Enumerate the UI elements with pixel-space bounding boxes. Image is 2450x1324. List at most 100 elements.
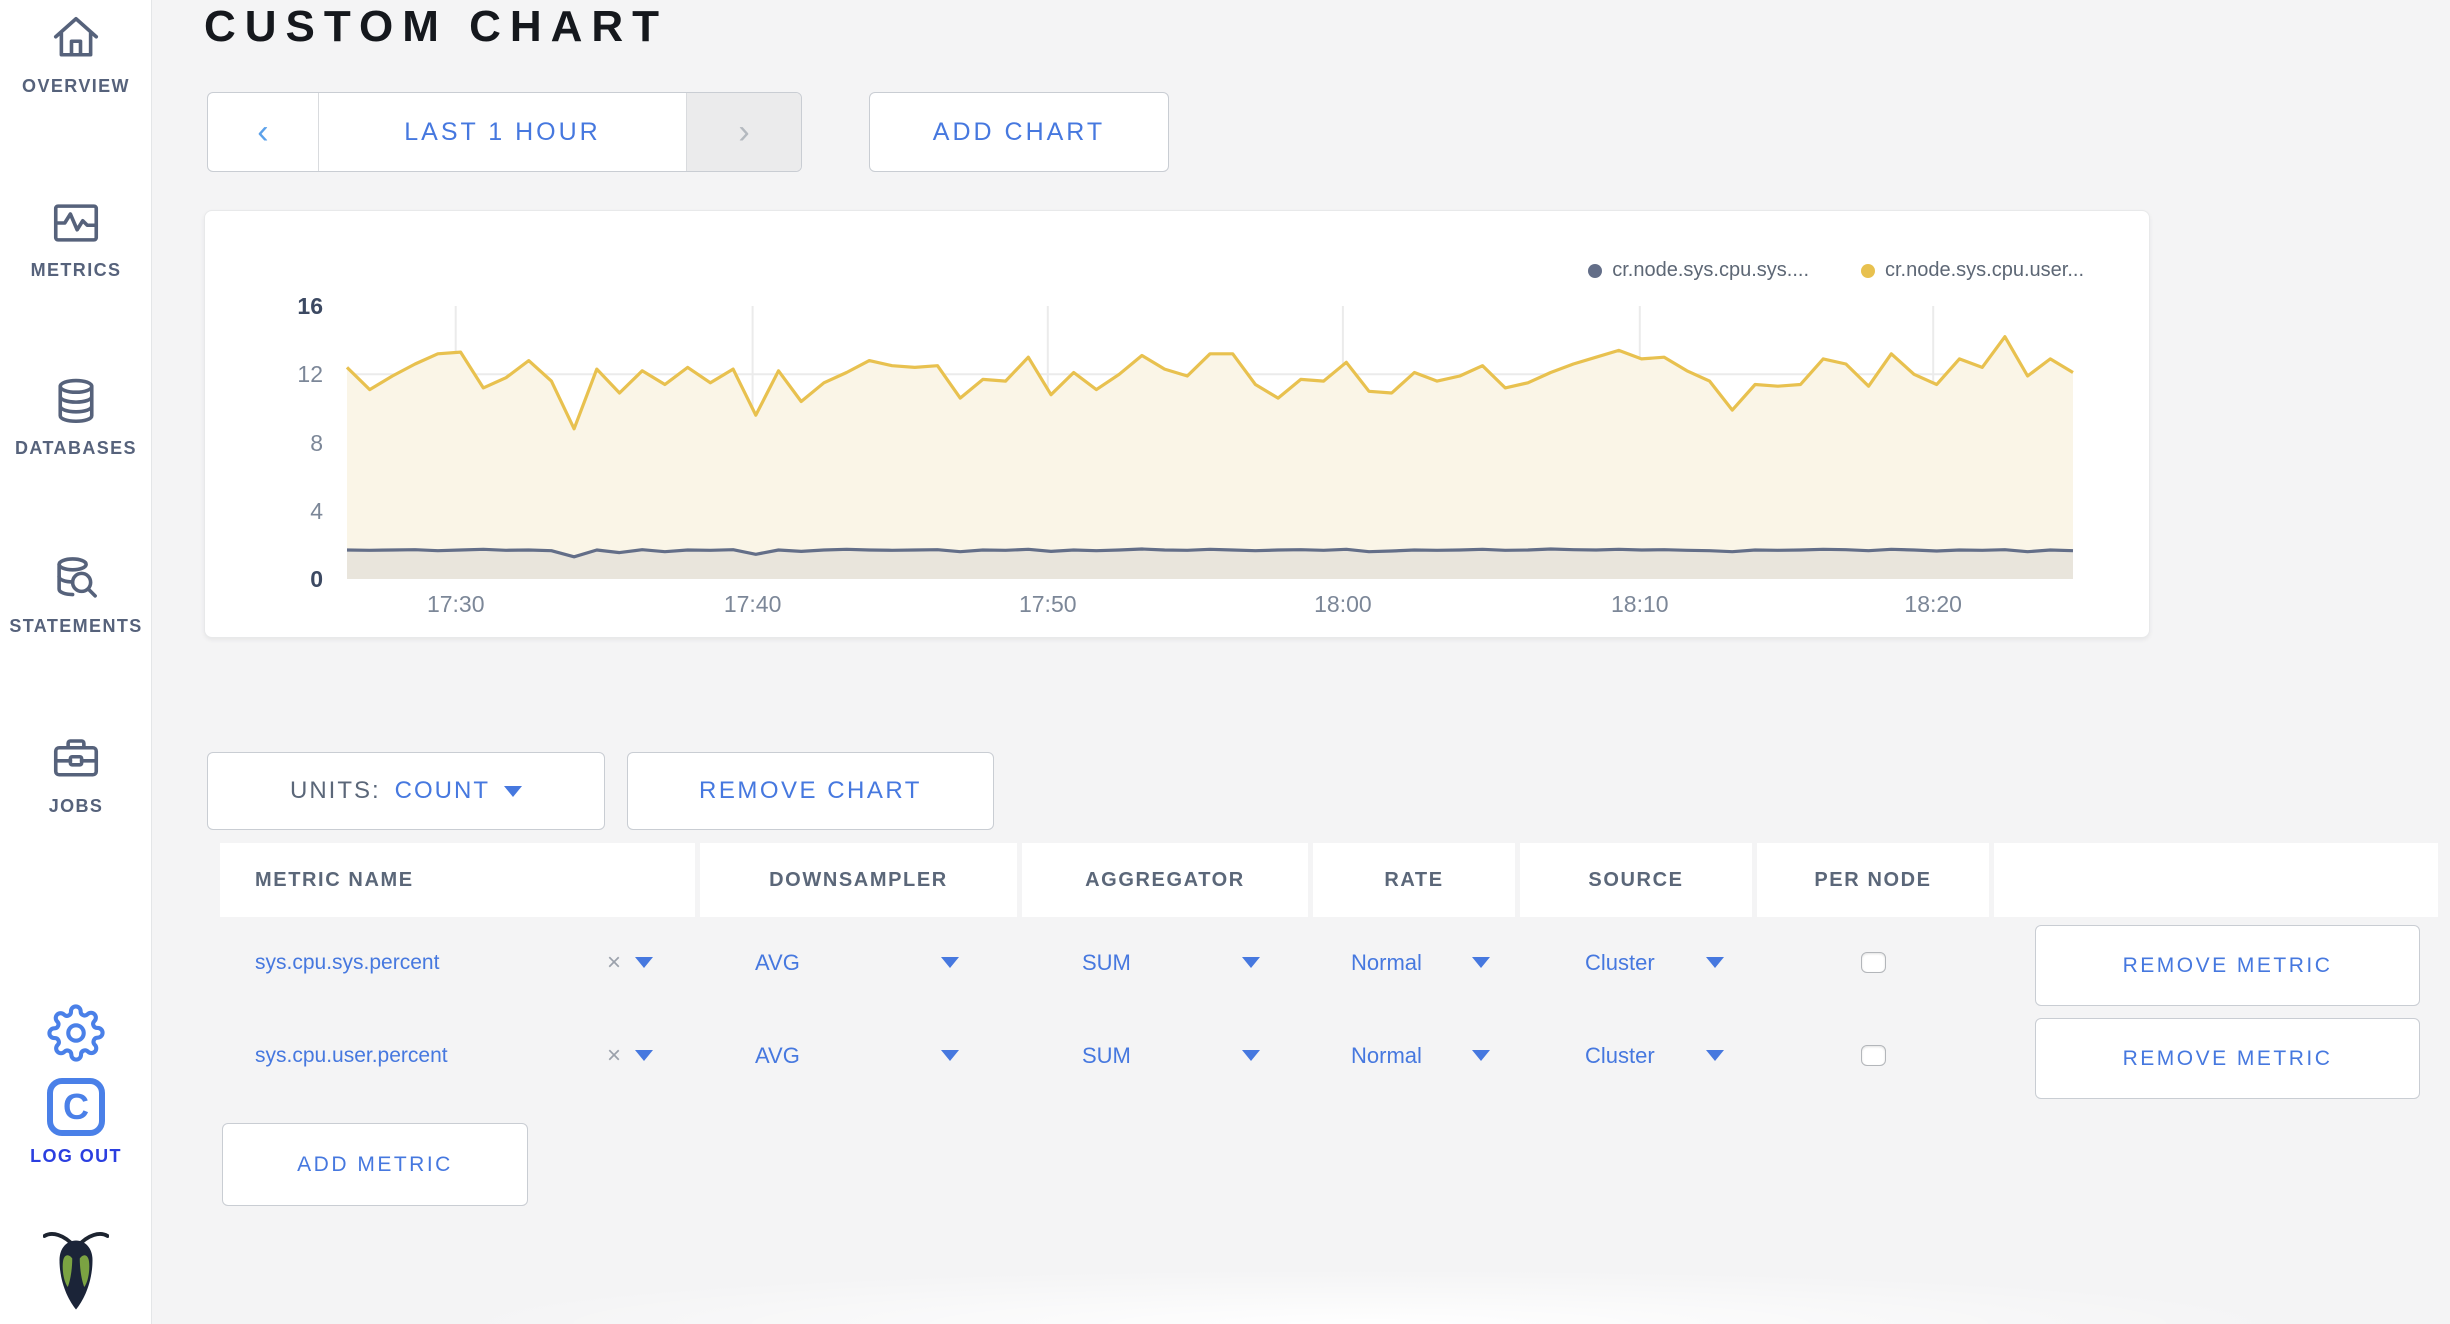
- column-header-per-node: PER NODE: [1757, 843, 1989, 917]
- time-window-next-button[interactable]: ›: [686, 93, 801, 171]
- downsampler-dropdown[interactable]: AVG: [700, 1009, 1017, 1102]
- databases-icon: [58, 378, 94, 424]
- cockroach-bug-icon: [43, 1232, 109, 1310]
- chevron-down-icon: [1242, 1050, 1260, 1061]
- chevron-left-icon: ‹: [257, 112, 269, 151]
- statements-icon: [57, 557, 97, 598]
- remove-chart-button[interactable]: REMOVE CHART: [627, 752, 994, 830]
- sidebar-item-metrics[interactable]: METRICS: [0, 196, 152, 281]
- legend-label: cr.node.sys.cpu.sys....: [1612, 259, 1809, 281]
- source-value: Cluster: [1585, 949, 1655, 975]
- units-dropdown[interactable]: UNITS: COUNT: [207, 752, 605, 830]
- units-value: COUNT: [394, 777, 490, 804]
- y-tick-label: 16: [297, 293, 323, 319]
- logout-label: LOG OUT: [30, 1146, 122, 1166]
- rate-value: Normal: [1351, 1042, 1422, 1068]
- cockroach-brand-logo: [0, 1225, 152, 1313]
- sidebar-item-jobs[interactable]: JOBS: [0, 732, 152, 817]
- chevron-down-icon: [1472, 957, 1490, 968]
- downsampler-value: AVG: [755, 1042, 800, 1068]
- chevron-down-icon: [1242, 957, 1260, 968]
- per-node-checkbox[interactable]: [1860, 952, 1886, 973]
- metrics-icon: [53, 204, 99, 242]
- sidebar-item-label: DATABASES: [15, 438, 137, 458]
- column-header-actions: [1994, 843, 2438, 917]
- column-header-source: SOURCE: [1520, 843, 1752, 917]
- sidebar-item-label: STATEMENTS: [9, 616, 143, 636]
- legend-dot-user: [1861, 263, 1875, 278]
- column-header-rate: RATE: [1313, 843, 1515, 917]
- column-header-aggregator: AGGREGATOR: [1022, 843, 1308, 917]
- remove-metric-button[interactable]: REMOVE METRIC: [2035, 1018, 2420, 1099]
- rate-dropdown[interactable]: Normal: [1313, 1009, 1515, 1102]
- y-tick-label: 0: [310, 566, 323, 592]
- chevron-down-icon: [1706, 1050, 1724, 1061]
- column-header-metric-name: METRIC NAME: [220, 843, 695, 917]
- x-tick-label: 17:50: [1018, 591, 1077, 617]
- metric-name-value[interactable]: sys.cpu.sys.percent: [255, 950, 440, 974]
- source-value: Cluster: [1585, 1042, 1655, 1068]
- aggregator-dropdown[interactable]: SUM: [1022, 1009, 1308, 1102]
- per-node-checkbox[interactable]: [1860, 1045, 1886, 1066]
- chevron-down-icon[interactable]: [635, 1050, 653, 1061]
- time-window-selector: ‹ LAST 1 HOUR ›: [207, 92, 802, 172]
- chart-legend: cr.node.sys.cpu.sys.... cr.node.sys.cpu.…: [1588, 259, 2084, 282]
- sidebar-item-label: JOBS: [48, 796, 104, 816]
- downsampler-dropdown[interactable]: AVG: [700, 916, 1017, 1009]
- units-label: UNITS:: [290, 777, 381, 804]
- add-chart-button[interactable]: ADD CHART: [869, 92, 1169, 172]
- x-tick-label: 17:40: [723, 591, 782, 617]
- logout-button[interactable]: C LOG OUT: [0, 1078, 152, 1167]
- metric-name-value[interactable]: sys.cpu.user.percent: [255, 1043, 448, 1067]
- chevron-right-icon: ›: [738, 112, 750, 151]
- chart-x-axis: 17:30 17:40 17:50 18:00 18:10 18:20: [347, 583, 2073, 623]
- aggregator-value: SUM: [1082, 949, 1131, 975]
- bottom-scroll-glow: [430, 1268, 2310, 1324]
- chevron-down-icon: [1706, 957, 1724, 968]
- aggregator-dropdown[interactable]: SUM: [1022, 916, 1308, 1009]
- legend-dot-sys: [1588, 263, 1603, 278]
- sidebar-item-label: OVERVIEW: [22, 76, 130, 96]
- x-tick-label: 18:00: [1314, 591, 1372, 617]
- chart-y-axis: 16 12 8 4 0: [205, 293, 333, 592]
- clear-metric-icon[interactable]: ×: [606, 948, 621, 976]
- chevron-down-icon: [941, 1050, 959, 1061]
- cockroach-c-logo-icon: C: [47, 1078, 105, 1136]
- source-dropdown[interactable]: Cluster: [1520, 1009, 1752, 1102]
- sidebar-item-databases[interactable]: DATABASES: [0, 374, 152, 459]
- time-window-prev-button[interactable]: ‹: [208, 93, 319, 171]
- per-node-cell: [1757, 916, 1989, 1009]
- table-row-cell-metric-name: sys.cpu.user.percent ×: [220, 1009, 695, 1102]
- column-header-downsampler: DOWNSAMPLER: [700, 843, 1017, 917]
- chevron-down-icon: [1472, 1050, 1490, 1061]
- legend-item-user[interactable]: cr.node.sys.cpu.user...: [1861, 259, 2084, 282]
- settings-button[interactable]: [0, 1004, 152, 1062]
- legend-label: cr.node.sys.cpu.user...: [1885, 259, 2084, 281]
- legend-item-sys[interactable]: cr.node.sys.cpu.sys....: [1588, 259, 1809, 282]
- chart-plot-area[interactable]: [345, 306, 2074, 579]
- y-tick-label: 4: [310, 497, 323, 524]
- source-dropdown[interactable]: Cluster: [1520, 916, 1752, 1009]
- x-tick-label: 17:30: [426, 591, 485, 617]
- chart-card: cr.node.sys.cpu.sys.... cr.node.sys.cpu.…: [204, 210, 2150, 638]
- sidebar-item-statements[interactable]: STATEMENTS: [0, 552, 152, 637]
- jobs-icon: [53, 739, 99, 777]
- sidebar: OVERVIEW METRICS DATABASES STATEMENTS JO…: [0, 0, 152, 1324]
- rate-dropdown[interactable]: Normal: [1313, 916, 1515, 1009]
- time-window-dropdown[interactable]: LAST 1 HOUR: [319, 93, 686, 171]
- rate-value: Normal: [1351, 949, 1422, 975]
- aggregator-value: SUM: [1082, 1042, 1131, 1068]
- home-icon: [53, 16, 99, 57]
- time-window-label: LAST 1 HOUR: [404, 117, 601, 146]
- chart-plot-svg: [345, 306, 2074, 579]
- remove-metric-button[interactable]: REMOVE METRIC: [2035, 925, 2420, 1006]
- x-tick-label: 18:20: [1904, 591, 1962, 617]
- sidebar-item-overview[interactable]: OVERVIEW: [0, 12, 152, 97]
- chevron-down-icon: [504, 785, 522, 797]
- add-metric-button[interactable]: ADD METRIC: [222, 1123, 528, 1206]
- downsampler-value: AVG: [755, 949, 800, 975]
- page-title: CUSTOM CHART: [204, 2, 669, 51]
- table-row-cell-metric-name: sys.cpu.sys.percent ×: [220, 916, 695, 1009]
- chevron-down-icon[interactable]: [635, 957, 653, 968]
- clear-metric-icon[interactable]: ×: [606, 1041, 621, 1069]
